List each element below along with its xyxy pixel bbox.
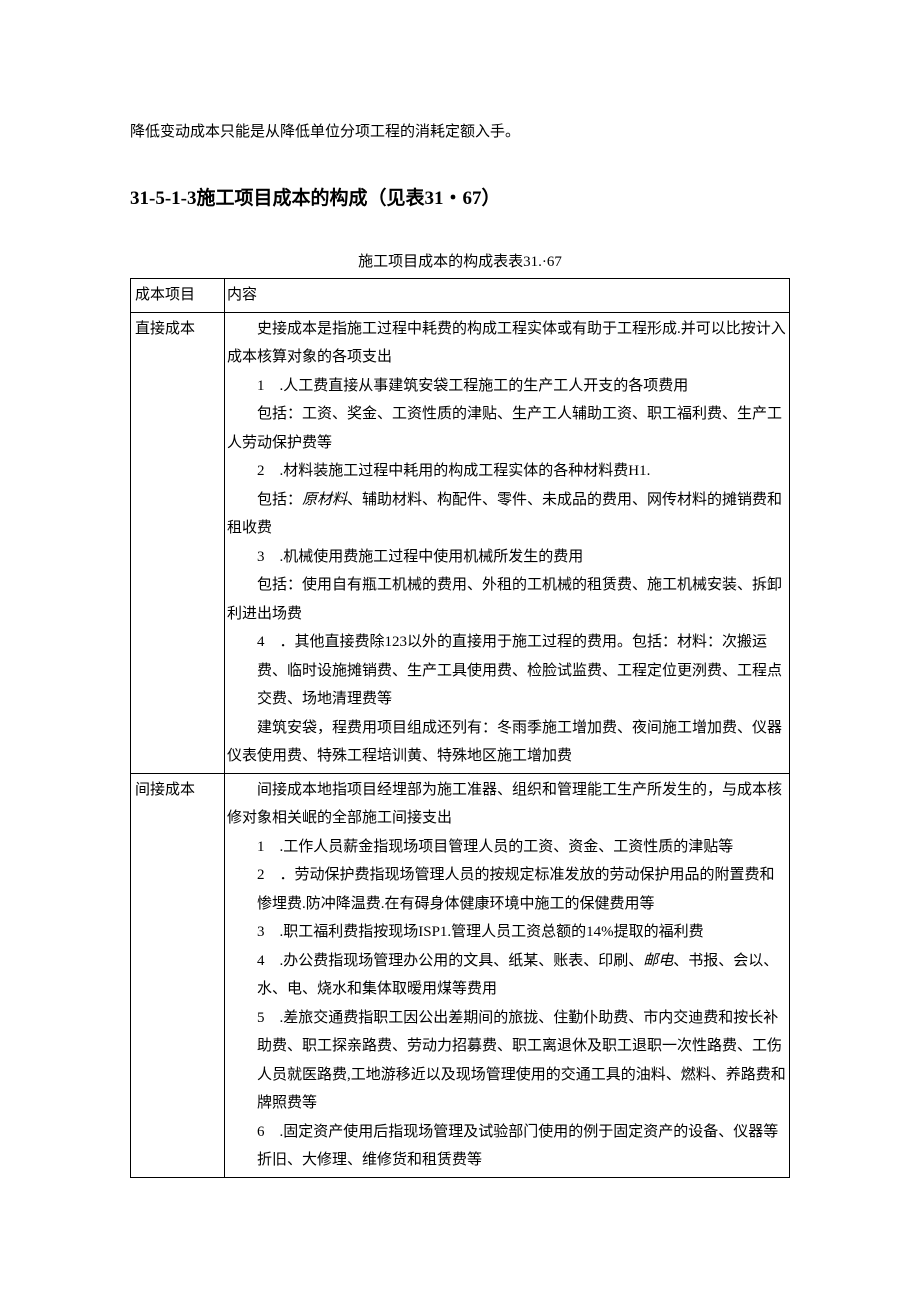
item-number: 3: [257, 543, 280, 572]
header-col1: 成本项目: [131, 279, 225, 313]
item-number: 1: [257, 372, 280, 401]
item-text: ．其他直接费除123以外的直接用于施工过程的费用。包括：材料：次搬运费、临时设施…: [257, 634, 782, 707]
item-text: .办公费指现场管理办公用的文具、纸某、账表、印刷、: [280, 953, 644, 969]
intro-paragraph: 降低变动成本只能是从降低单位分项工程的消耗定额入手。: [130, 120, 790, 144]
content-item: 1.人工费直接从事建筑安袋工程施工的生产工人开支的各项费用: [227, 372, 787, 401]
content-para: 间接成本地指项目经埋部为施工准器、组织和管理能工生产所发生的，与成本核修对象相关…: [227, 776, 787, 833]
indirect-cost-content: 间接成本地指项目经埋部为施工准器、组织和管理能工生产所发生的，与成本核修对象相关…: [225, 773, 790, 1177]
content-item: 3.机械使用费施工过程中使用机械所发生的费用: [227, 543, 787, 572]
item-number: 1: [257, 833, 280, 862]
content-item: 2.材料装施工过程中耗用的构成工程实体的各种材料费H1.: [227, 457, 787, 486]
content-item: 5.差旅交通费指职工因公出差期间的旅拢、住勤仆助费、市内交迪费和按长补助费、职工…: [227, 1004, 787, 1118]
content-item: 4．其他直接费除123以外的直接用于施工过程的费用。包括：材料：次搬运费、临时设…: [227, 628, 787, 714]
table-caption: 施工项目成本的构成表表31.·67: [130, 250, 790, 274]
item-text: .人工费直接从事建筑安袋工程施工的生产工人开支的各项费用: [280, 378, 689, 394]
content-para: 史接成本是指施工过程中耗费的构成工程实体或有助于工程形成.并可以比按计入成本核算…: [227, 315, 787, 372]
cost-composition-table: 成本项目 内容 直接成本 史接成本是指施工过程中耗费的构成工程实体或有助于工程形…: [130, 278, 790, 1178]
content-para: 包括：使用自有瓶工机械的费用、外租的工机械的租赁费、施工机械安装、拆卸利进出场费: [227, 571, 787, 628]
item-text: .固定资产使用后指现场管理及试验部门使用的例于固定资产的设备、仪器等折旧、大修理…: [257, 1124, 778, 1169]
content-para: 包括：工资、奖金、工资性质的津贴、生产工人辅助工资、职工福利费、生产工人劳动保护…: [227, 400, 787, 457]
indirect-cost-label: 间接成本: [131, 773, 225, 1177]
content-item: 6.固定资产使用后指现场管理及试验部门使用的例于固定资产的设备、仪器等折旧、大修…: [227, 1118, 787, 1175]
item-number: 5: [257, 1004, 280, 1033]
content-para: 包括：原材料、辅助材料、构配件、零件、未成品的费用、网传材料的摊销费和租收费: [227, 486, 787, 543]
item-number: 2: [257, 457, 280, 486]
item-text: .职工福利费指按现场ISP1.管理人员工资总额的14%提取的福利费: [280, 924, 704, 940]
content-para: 建筑安袋，程费用项目组成还列有：冬雨季施工增加费、夜间施工增加费、仪器仪表使用费…: [227, 714, 787, 771]
item-number: 4: [257, 947, 280, 976]
content-item: 3.职工福利费指按现场ISP1.管理人员工资总额的14%提取的福利费: [227, 918, 787, 947]
item-number: 2: [257, 861, 280, 890]
content-item: 1.工作人员薪金指现场项目管理人员的工资、资金、工资性质的津贴等: [227, 833, 787, 862]
italic-text: 邮电: [643, 953, 673, 969]
table-row: 直接成本 史接成本是指施工过程中耗费的构成工程实体或有助于工程形成.并可以比按计…: [131, 312, 790, 773]
section-heading: 31-5-1-3施工项目成本的构成（见表31・67）: [130, 184, 790, 214]
item-number: 6: [257, 1118, 280, 1147]
item-text: .材料装施工过程中耗用的构成工程实体的各种材料费H1.: [280, 463, 651, 479]
header-col2: 内容: [225, 279, 790, 313]
item-text: ．劳动保护费指现场管理人员的按规定标准发放的劳动保护用品的附置费和惨埋费.防冲降…: [257, 867, 775, 912]
item-text: .工作人员薪金指现场项目管理人员的工资、资金、工资性质的津贴等: [280, 839, 734, 855]
content-item: 2．劳动保护费指现场管理人员的按规定标准发放的劳动保护用品的附置费和惨埋费.防冲…: [227, 861, 787, 918]
item-number: 3: [257, 918, 280, 947]
direct-cost-label: 直接成本: [131, 312, 225, 773]
item-number: 4: [257, 628, 280, 657]
item-text: .差旅交通费指职工因公出差期间的旅拢、住勤仆助费、市内交迪费和按长补助费、职工探…: [257, 1010, 786, 1112]
text-span: 包括：: [257, 492, 302, 508]
table-row: 间接成本 间接成本地指项目经埋部为施工准器、组织和管理能工生产所发生的，与成本核…: [131, 773, 790, 1177]
content-item: 4.办公费指现场管理办公用的文具、纸某、账表、印刷、邮电、书报、会以、水、电、烧…: [227, 947, 787, 1004]
item-text: .机械使用费施工过程中使用机械所发生的费用: [280, 549, 584, 565]
direct-cost-content: 史接成本是指施工过程中耗费的构成工程实体或有助于工程形成.并可以比按计入成本核算…: [225, 312, 790, 773]
table-header-row: 成本项目 内容: [131, 279, 790, 313]
italic-text: 原材料: [302, 492, 347, 508]
